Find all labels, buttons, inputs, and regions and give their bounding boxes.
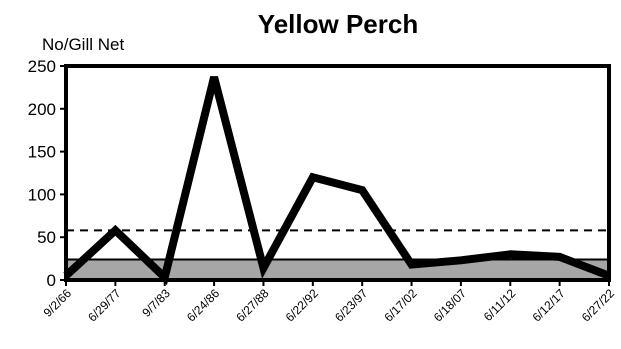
y-tick-label: 50	[37, 228, 56, 247]
x-tick-label: 9/2/66	[41, 286, 75, 320]
x-axis: 9/2/66 6/29/77 9/7/83 6/24/86 6/27/88 6/22/92…	[41, 280, 617, 324]
x-tick-label: 6/23/97	[332, 286, 370, 324]
x-tick-label: 6/12/17	[530, 286, 568, 324]
y-tick-label: 0	[47, 271, 56, 290]
x-tick-label: 6/27/22	[579, 286, 617, 324]
y-tick-label: 250	[28, 57, 56, 76]
y-tick-label: 150	[28, 143, 56, 162]
series-line	[63, 76, 611, 286]
x-tick-label: 6/11/12	[481, 286, 519, 324]
x-tick-label: 6/22/92	[283, 286, 321, 324]
x-tick-label: 6/27/88	[233, 286, 271, 324]
x-tick-label: 6/24/86	[184, 286, 222, 324]
y-axis-label: No/Gill Net	[42, 35, 124, 54]
y-axis: 0 50 100 150 200 250	[28, 57, 66, 290]
reference-band	[66, 259, 609, 280]
chart-title: Yellow Perch	[258, 9, 418, 39]
x-tick-label: 9/7/83	[139, 286, 173, 320]
x-tick-label: 6/29/77	[85, 286, 123, 324]
x-tick-label: 6/18/07	[431, 286, 469, 324]
plot-frame	[64, 64, 611, 282]
y-tick-label: 100	[28, 185, 56, 204]
x-tick-label: 6/17/02	[381, 286, 419, 324]
y-tick-label: 200	[28, 100, 56, 119]
